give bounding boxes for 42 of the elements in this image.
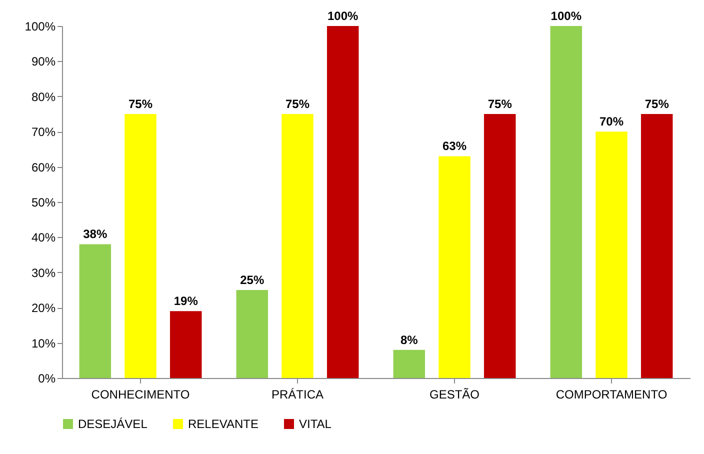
bar [326, 26, 359, 378]
x-tick-label: GESTÃO [429, 388, 480, 402]
y-tick-label: 40% [31, 230, 56, 245]
y-tick-label: 60% [31, 160, 56, 174]
data-label: 75% [488, 97, 512, 111]
bar [236, 290, 268, 378]
bar [550, 26, 582, 378]
bar [596, 132, 628, 378]
x-tick-label: PRÁTICA [271, 388, 324, 402]
bar [484, 114, 516, 378]
y-tick-label: 0% [38, 372, 56, 386]
legend-label: RELEVANTE [188, 417, 258, 431]
data-label: 75% [644, 97, 670, 111]
bar [124, 114, 156, 378]
data-label: 75% [285, 97, 310, 111]
data-label: 38% [83, 227, 108, 242]
y-tick-label: 30% [31, 266, 56, 280]
y-tick-label: 50% [31, 196, 56, 210]
bar [438, 156, 470, 378]
data-label: 100% [328, 9, 359, 23]
bar [282, 114, 314, 378]
legend-label: VITAL [299, 417, 332, 431]
x-tick-label: CONHECIMENTO [91, 388, 190, 402]
y-tick-label: 70% [31, 125, 56, 140]
bar [393, 350, 426, 378]
y-tick-label: 10% [31, 336, 56, 350]
legend-label: DESEJÁVEL [78, 417, 148, 431]
data-label: 70% [599, 114, 624, 129]
bar [79, 244, 112, 378]
y-tick-label: 20% [31, 301, 56, 316]
data-label: 63% [442, 139, 467, 154]
data-label: 100% [550, 9, 582, 23]
data-label: 25% [240, 273, 264, 287]
y-tick-label: 80% [31, 90, 56, 104]
data-label: 8% [400, 332, 418, 347]
bar [170, 311, 202, 378]
data-label: 75% [128, 97, 153, 111]
bar [640, 114, 673, 378]
y-tick-label: 100% [24, 20, 56, 34]
y-tick-label: 90% [31, 54, 56, 69]
x-tick-label: COMPORTAMENTO [556, 388, 668, 402]
data-label: 19% [174, 294, 198, 308]
